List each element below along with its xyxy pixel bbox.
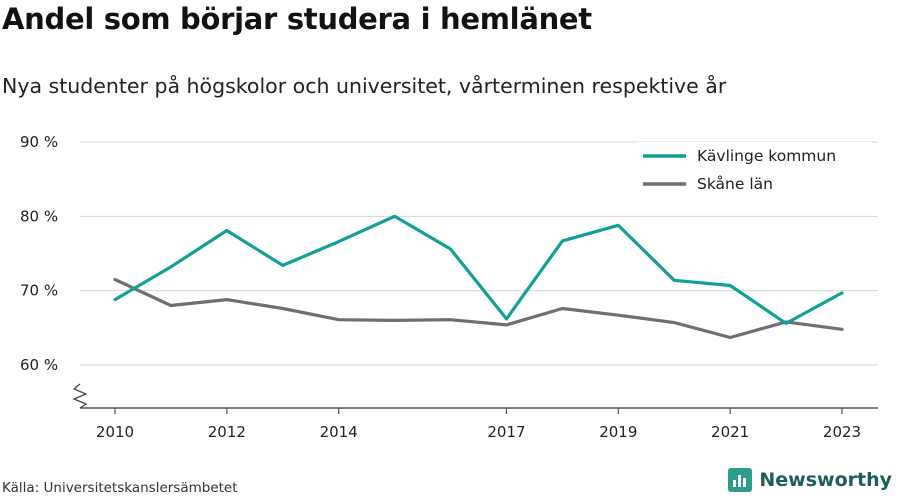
- x-axis-ticks: 2010 2012 2014 2017 2019 2021 2023: [96, 408, 861, 441]
- source-note: Källa: Universitetskanslersämbetet: [2, 480, 238, 496]
- y-axis-ticks: 60 % 70 % 80 % 90 %: [20, 133, 58, 374]
- x-tick-label: 2023: [823, 423, 861, 441]
- series-lines: [113, 214, 844, 340]
- x-tick-label: 2012: [208, 423, 246, 441]
- chart-title: Andel som börjar studera i hemlänet: [2, 2, 592, 36]
- legend: Kävlinge kommun Skåne län: [636, 142, 872, 202]
- y-tick-label: 80 %: [20, 207, 58, 225]
- x-axis: [72, 383, 878, 409]
- x-tick-label: 2014: [320, 423, 358, 441]
- y-tick-label: 60 %: [20, 356, 58, 374]
- legend-label: Kävlinge kommun: [697, 147, 836, 165]
- brand-name: Newsworthy: [759, 469, 892, 491]
- bar-chart-icon: [728, 468, 753, 492]
- x-tick-label: 2017: [487, 423, 525, 441]
- x-tick-label: 2010: [96, 423, 134, 441]
- brand-logo[interactable]: Newsworthy: [728, 468, 892, 492]
- x-tick-label: 2019: [599, 423, 637, 441]
- y-tick-label: 70 %: [20, 282, 58, 300]
- y-tick-label: 90 %: [20, 133, 58, 151]
- x-tick-label: 2021: [711, 423, 749, 441]
- series-line-kavlinge: [113, 214, 844, 325]
- legend-background: [636, 142, 872, 202]
- chart-subtitle: Nya studenter på högskolor och universit…: [2, 74, 727, 98]
- legend-label: Skåne län: [697, 175, 773, 193]
- series-line-skane: [113, 277, 844, 340]
- axis-break-icon: [72, 383, 88, 409]
